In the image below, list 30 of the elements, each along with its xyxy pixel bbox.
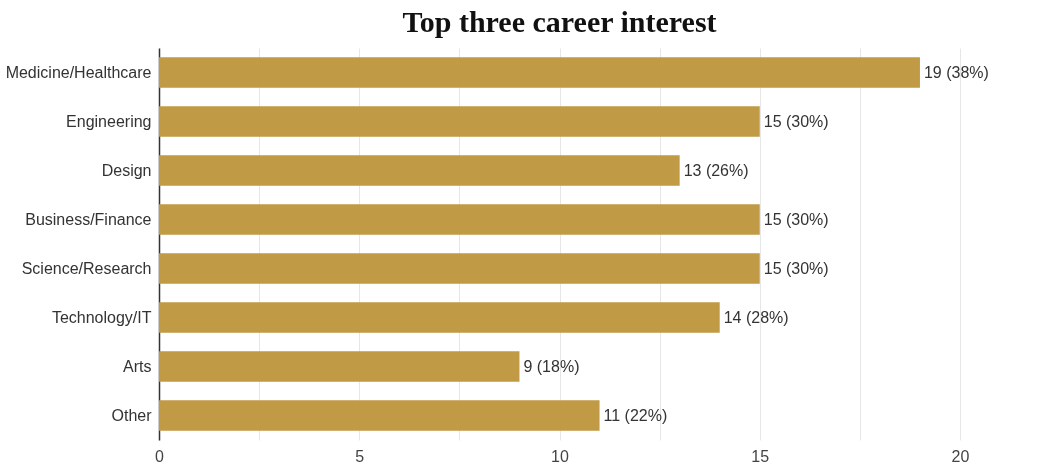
bar [159, 302, 720, 333]
y-tick-label: Business/Finance [25, 210, 152, 228]
y-tick-label: Medicine/Healthcare [5, 63, 152, 81]
y-tick-label: Other [111, 406, 153, 424]
data-label: 13 (26%) [683, 161, 749, 179]
y-tick-label: Design [101, 161, 152, 179]
data-label: 14 (28%) [723, 308, 789, 326]
data-label: 11 (22%) [603, 406, 668, 424]
y-tick-label: Science/Research [21, 259, 152, 277]
x-tick-label: 20 [951, 447, 970, 465]
x-tick-label: 10 [551, 447, 569, 465]
x-tick-label: 5 [355, 447, 365, 465]
bar [159, 400, 600, 431]
bar [159, 155, 680, 186]
y-tick-label: Technology/IT [51, 308, 152, 326]
bar [159, 351, 520, 382]
data-label: 15 (30%) [763, 210, 829, 228]
bar [159, 57, 920, 88]
data-label: 15 (30%) [763, 259, 829, 277]
data-label: 9 (18%) [523, 357, 580, 375]
data-label: 15 (30%) [763, 112, 829, 130]
x-tick-label: 15 [751, 447, 770, 465]
y-tick-label: Engineering [66, 112, 152, 130]
bar [159, 106, 760, 137]
chart-title: Top three career interest [402, 5, 717, 38]
x-tick-label: 0 [155, 447, 165, 465]
y-tick-label: Arts [123, 357, 152, 375]
bar [159, 253, 760, 284]
bar [159, 204, 760, 235]
data-label: 19 (38%) [923, 63, 989, 81]
